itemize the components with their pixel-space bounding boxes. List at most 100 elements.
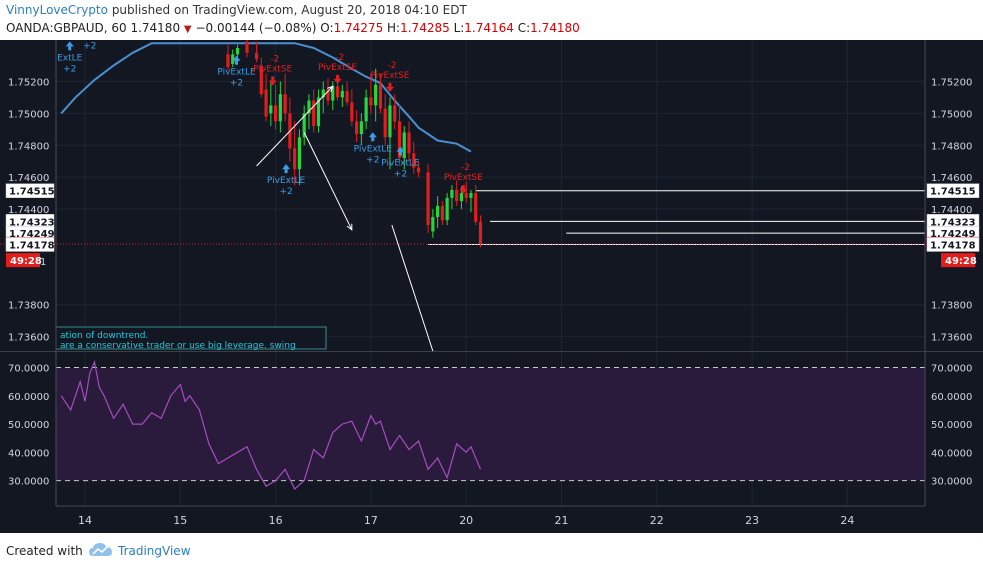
candle-body (278, 94, 282, 122)
arrow-head (346, 223, 353, 231)
candle (259, 57, 263, 98)
y-tick-label-left: 1.74600 (8, 173, 49, 184)
candle (312, 89, 316, 133)
rsi-tick-label-left: 30.0000 (8, 477, 49, 488)
low-label: L: (453, 21, 465, 35)
candle-body (355, 121, 359, 135)
candle-body (335, 86, 340, 98)
y-tick-label-left: 1.73800 (8, 301, 49, 312)
candle-body (269, 105, 273, 114)
high-value: 1.74285 (400, 21, 450, 35)
rsi-tick-label-left: 40.0000 (8, 448, 49, 459)
candle-body (374, 84, 378, 106)
signal-label: PivExtSE (253, 64, 292, 74)
candle-body (326, 89, 330, 101)
y-tick-label-right: 1.73600 (931, 333, 972, 344)
note-line-1: ation of downtrend. (60, 331, 148, 341)
candle-body (345, 91, 349, 103)
candle (274, 84, 278, 130)
candle-body (254, 52, 259, 60)
candle (293, 121, 297, 186)
candle-body (259, 65, 263, 95)
down-arrow-icon (268, 76, 277, 86)
candle-body (393, 105, 397, 122)
signal-qty: -2 (387, 61, 396, 71)
trend-line[interactable] (391, 224, 434, 352)
rsi-line (60, 359, 482, 490)
candle-body (478, 221, 483, 245)
candle (402, 126, 406, 170)
x-tick-label: 24 (840, 514, 854, 527)
candle (297, 129, 302, 186)
level-price-tag-bg (926, 237, 980, 252)
candle (340, 84, 344, 107)
tradingview-cloud-icon[interactable] (88, 541, 114, 559)
candle (464, 181, 468, 203)
chart-area[interactable]: ExtLE +2 +2 PivExtLE +2 -2 PivExtSE -2 PivExtSE -… (0, 36, 983, 533)
x-tick-label: 21 (555, 514, 569, 527)
level-price-tag-bg (926, 183, 980, 198)
created-with-label: Created with (6, 544, 83, 558)
y-tick-label-right: 1.74800 (931, 141, 972, 152)
trend-line[interactable] (303, 132, 353, 231)
publish-info: VinnyLoveCrypto published on TradingView… (6, 3, 467, 17)
candle-body (416, 167, 421, 173)
candle-body (426, 172, 430, 226)
candle-body (297, 137, 302, 170)
open-value: 1.74275 (333, 21, 384, 35)
chart-footer: Created with TradingView (0, 533, 983, 569)
candle-body (407, 132, 411, 154)
candle (416, 161, 421, 178)
signal-qty: +2 (63, 64, 76, 74)
candle-body (274, 105, 278, 122)
candle-body (455, 189, 459, 202)
candle (431, 209, 435, 238)
signal-qty: -2 (270, 54, 279, 64)
buy-signal: ExtLE+2 +2 (57, 41, 96, 74)
candle-body (402, 132, 406, 159)
rsi-tick-label-left: 70.0000 (8, 364, 49, 375)
candle (374, 68, 378, 122)
level-price-tag: 1.74178 (9, 240, 55, 251)
rsi-tick-label-left: 60.0000 (8, 392, 49, 403)
trend-line[interactable] (256, 85, 334, 167)
buy-signal: PivExtLE+2 (354, 132, 392, 165)
candle (412, 142, 416, 174)
candle (378, 73, 383, 114)
signal-qty: -2 (335, 53, 344, 63)
y-tick-label-left: 1.74400 (8, 205, 49, 216)
rsi-tick-label-right: 60.0000 (931, 392, 972, 403)
author-link[interactable]: VinnyLoveCrypto (6, 3, 108, 17)
rsi-tick-label-right: 40.0000 (931, 448, 972, 459)
signal-label: PivExtSE (370, 71, 409, 81)
candle-body (445, 197, 449, 221)
price-change: −0.00144 (−0.08%) (195, 21, 317, 35)
x-tick-label: 15 (173, 514, 187, 527)
published-text: published on TradingView.com, August 20,… (111, 3, 467, 17)
low-value: 1.74164 (464, 21, 514, 35)
candle-body (450, 189, 454, 198)
candle (321, 81, 325, 114)
candle (445, 193, 449, 226)
candle (316, 89, 321, 133)
candle-body (469, 193, 473, 198)
candle-body (378, 84, 383, 109)
candle (359, 113, 363, 146)
down-arrow-icon (459, 184, 468, 194)
signal-label: PivExtLE (267, 176, 306, 186)
signal-label: PivExtLE (381, 159, 420, 169)
candle (440, 201, 444, 226)
tradingview-link[interactable]: TradingView (118, 544, 191, 558)
candle (393, 94, 397, 130)
candle-body (321, 89, 325, 98)
close-value: 1.74180 (530, 21, 580, 35)
signal-label: ExtLE (57, 53, 83, 63)
candle (426, 164, 430, 233)
buy-signal: PivExtLE+2 (267, 164, 306, 197)
y-tick-label-left: 1.75200 (8, 77, 49, 88)
arrow-head (327, 85, 334, 93)
candle-body (359, 121, 363, 135)
